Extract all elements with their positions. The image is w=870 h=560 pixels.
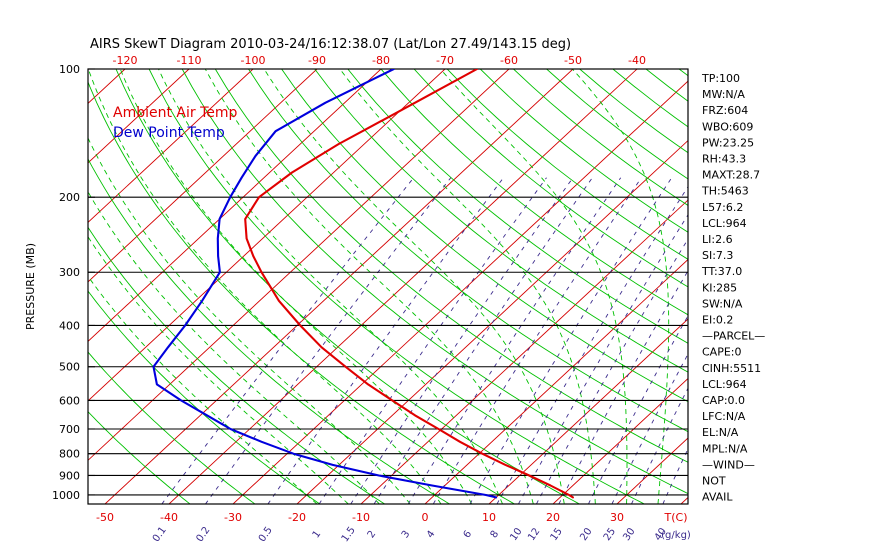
bottom-temp-tick: -50 — [96, 511, 114, 524]
svg-text:1: 1 — [311, 529, 324, 541]
mixing-ratio-tick: 20 — [578, 526, 594, 543]
top-temp-tick: -110 — [177, 54, 202, 67]
bottom-temp-tick: 20 — [546, 511, 560, 524]
svg-text:8: 8 — [489, 529, 502, 541]
pressure-tick: 600 — [59, 394, 80, 407]
mixing-ratio-tick: 30 — [621, 526, 637, 543]
mixing-ratio-tick: 25 — [602, 526, 618, 543]
pressure-tick: 700 — [59, 423, 80, 436]
profile-curves — [152, 69, 574, 499]
info-panel-entry: WBO:609 — [702, 120, 753, 133]
svg-text:0.1: 0.1 — [151, 525, 169, 544]
bottom-temp-tick: -40 — [160, 511, 178, 524]
pressure-tick: 900 — [59, 469, 80, 482]
svg-text:PRESSURE (MB): PRESSURE (MB) — [24, 243, 37, 330]
x-axis-label-temp: T(C) — [664, 511, 688, 524]
mixing-ratio-tick: 10 — [508, 526, 524, 543]
pressure-tick: 1000 — [52, 489, 80, 502]
top-temp-tick: -70 — [436, 54, 454, 67]
bottom-temp-tick: 0 — [422, 511, 429, 524]
info-panel-entry: SW:N/A — [702, 297, 743, 310]
top-temp-tick: -40 — [628, 54, 646, 67]
mixing-ratio-tick: 6 — [462, 529, 475, 541]
svg-text:3: 3 — [400, 529, 413, 541]
svg-text:20: 20 — [578, 526, 594, 543]
info-panel-entry: PW:23.25 — [702, 136, 754, 149]
info-panel-entry: KI:285 — [702, 281, 737, 294]
svg-text:0.2: 0.2 — [194, 525, 212, 544]
y-axis-label: PRESSURE (MB) — [24, 243, 37, 330]
svg-text:1.5: 1.5 — [340, 525, 358, 544]
mixing-ratio-tick: 0.5 — [257, 525, 275, 544]
svg-text:10: 10 — [508, 526, 524, 543]
svg-text:4: 4 — [425, 529, 438, 541]
info-panel-entry: CAP:0.0 — [702, 394, 745, 407]
svg-text:15: 15 — [549, 526, 565, 543]
info-panel-entry: CINH:5511 — [702, 362, 761, 375]
info-panel-entry: EI:0.2 — [702, 314, 733, 327]
bottom-temp-tick: 10 — [482, 511, 496, 524]
mixing-ratio-tick: 12 — [526, 526, 542, 543]
bottom-temp-tick: -30 — [224, 511, 242, 524]
info-panel-entry: NOT — [702, 475, 726, 488]
pressure-tick: 500 — [59, 361, 80, 374]
info-panel-entry: EL:N/A — [702, 426, 739, 439]
legend-ambient-air-temp: Ambient Air Temp — [113, 105, 238, 121]
info-panel-entry: TP:100 — [701, 72, 740, 85]
svg-text:0.5: 0.5 — [257, 525, 275, 544]
info-panel-entry: LFC:N/A — [702, 410, 746, 423]
bottom-temp-tick: 30 — [610, 511, 624, 524]
top-temp-tick: -80 — [372, 54, 390, 67]
pressure-tick: 100 — [59, 63, 80, 76]
mixing-ratio-tick: 2 — [366, 529, 379, 541]
chart-title: AIRS SkewT Diagram 2010-03-24/16:12:38.0… — [90, 37, 571, 52]
info-panel-entry: MAXT:28.7 — [702, 169, 760, 182]
pressure-tick: 300 — [59, 266, 80, 279]
info-panel-entry: LI:2.6 — [702, 233, 733, 246]
pressure-tick: 800 — [59, 448, 80, 461]
top-temp-tick: -50 — [564, 54, 582, 67]
info-panel-entry: SI:7.3 — [702, 249, 733, 262]
top-temp-tick: -100 — [241, 54, 266, 67]
top-temp-tick: -90 — [308, 54, 326, 67]
mixing-ratio-tick: 0.1 — [151, 525, 169, 544]
bottom-temp-tick: -10 — [352, 511, 370, 524]
info-panel-entry: FRZ:604 — [702, 104, 748, 117]
top-temp-tick: -120 — [113, 54, 138, 67]
mixing-ratio-tick: 0.2 — [194, 525, 212, 544]
mixing-ratio-tick: 1.5 — [340, 525, 358, 544]
mixing-ratio-tick: 3 — [400, 529, 413, 541]
svg-text:25: 25 — [602, 526, 618, 543]
plot-frame — [87, 68, 689, 505]
info-panel-entry: LCL:964 — [702, 217, 747, 230]
svg-text:2: 2 — [366, 529, 379, 541]
grid-lines — [88, 69, 688, 504]
info-panel-entry: —PARCEL— — [702, 330, 765, 343]
mixing-ratio-tick: 1 — [311, 529, 324, 541]
svg-text:6: 6 — [462, 529, 475, 541]
svg-text:12: 12 — [526, 526, 542, 543]
info-panel-entry: RH:43.3 — [702, 153, 746, 166]
info-panel-entry: MW:N/A — [702, 88, 745, 101]
info-panel-entry: MPL:N/A — [702, 442, 748, 455]
info-panel-entry: TH:5463 — [701, 185, 749, 198]
bottom-temp-tick: -20 — [288, 511, 306, 524]
mixing-ratio-tick: 15 — [549, 526, 565, 543]
pressure-tick: 200 — [59, 191, 80, 204]
mixing-ratio-tick: 8 — [489, 529, 502, 541]
svg-text:30: 30 — [621, 526, 637, 543]
info-panel-entry: —WIND— — [702, 458, 755, 471]
info-panel-entry: LCL:964 — [702, 378, 747, 391]
info-panel-entry: TT:37.0 — [701, 265, 742, 278]
top-temp-tick: -60 — [500, 54, 518, 67]
legend-dew-point-temp: Dew Point Temp — [113, 125, 225, 141]
info-panel-entry: AVAIL — [702, 491, 733, 504]
info-panel-entry: L57:6.2 — [702, 201, 743, 214]
x-axis-label-mix: (g/kg) — [661, 530, 691, 541]
pressure-tick: 400 — [59, 319, 80, 332]
info-panel-entry: CAPE:0 — [702, 346, 742, 359]
mixing-ratio-tick: 4 — [425, 529, 438, 541]
